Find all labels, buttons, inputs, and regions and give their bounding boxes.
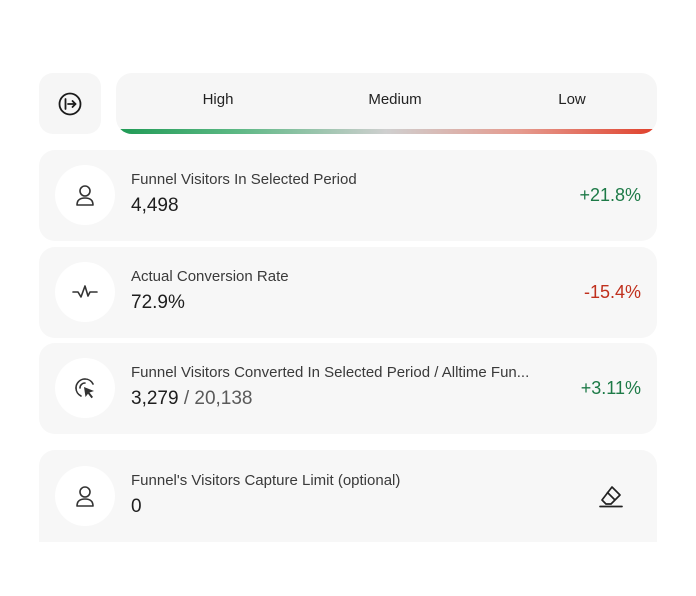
clear-button[interactable] [597, 482, 625, 510]
capture-limit-title: Funnel's Visitors Capture Limit (optiona… [131, 472, 401, 489]
metric-avatar [55, 262, 115, 322]
priority-selector: High Medium Low [116, 73, 657, 134]
metric-delta: +3.11% [580, 378, 641, 398]
pulse-icon [72, 285, 98, 298]
priority-high[interactable]: High [202, 91, 234, 108]
metric-delta: -15.4% [583, 282, 641, 302]
metric-value-converted: 3,279 [131, 388, 179, 409]
user-icon [76, 486, 94, 507]
metric-value: 3,279 / 20,138 [131, 388, 253, 410]
metric-avatar [55, 165, 115, 225]
priority-low[interactable]: Low [558, 91, 586, 108]
metric-avatar [55, 466, 115, 526]
metric-value: 72.9% [131, 292, 185, 313]
metric-avatar [55, 358, 115, 418]
metric-title: Funnel Visitors In Selected Period [131, 171, 357, 188]
metric-value: 4,498 [131, 195, 179, 216]
exit-icon [58, 92, 82, 115]
metric-card-conversion-rate: Actual Conversion Rate 72.9% -15.4% [39, 247, 657, 338]
cursor-click-icon [75, 378, 94, 399]
capture-limit-card: Funnel's Visitors Capture Limit (optiona… [39, 450, 657, 560]
priority-medium[interactable]: Medium [368, 91, 422, 108]
eraser-icon [599, 486, 623, 508]
capture-limit-value[interactable]: 0 [131, 496, 142, 517]
exit-button[interactable] [39, 73, 101, 134]
priority-gradient-bar [118, 129, 655, 134]
user-icon [76, 185, 94, 206]
metric-title: Funnel Visitors Converted In Selected Pe… [131, 364, 530, 381]
metric-title: Actual Conversion Rate [131, 268, 289, 285]
metric-value-separator: / [183, 388, 190, 409]
metric-card-converted-visitors: Funnel Visitors Converted In Selected Pe… [39, 343, 657, 434]
metric-value-total: 20,138 [194, 388, 253, 409]
metric-delta: +21.8% [579, 185, 641, 205]
metric-card-funnel-visitors: Funnel Visitors In Selected Period 4,498… [39, 150, 657, 241]
bottom-cutoff [0, 542, 696, 596]
